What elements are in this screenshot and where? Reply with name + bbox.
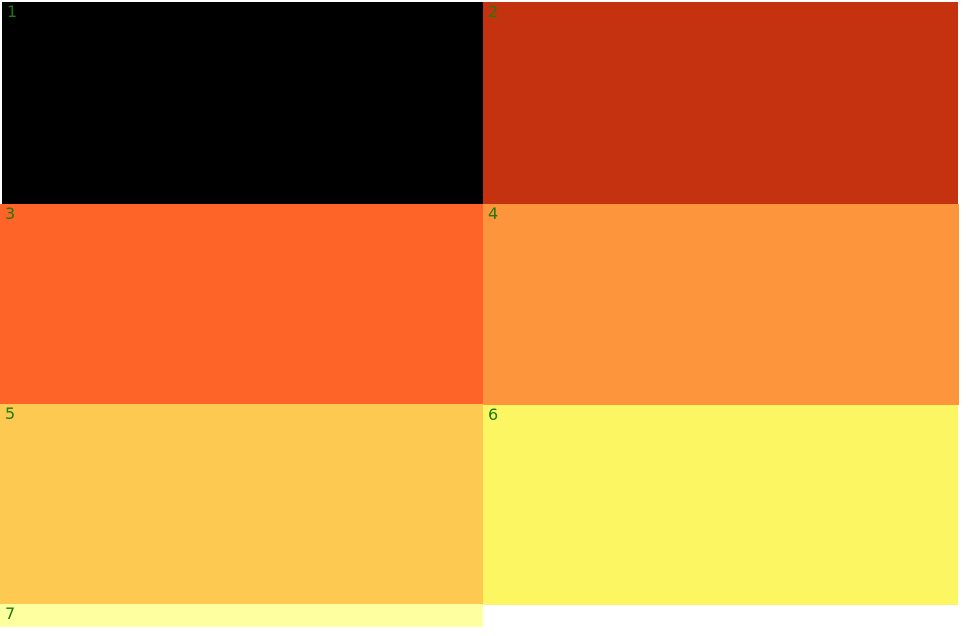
color-cell-7: 7 — [0, 604, 483, 627]
color-cell-6: 6 — [483, 405, 958, 605]
cell-number-label: 1 — [7, 2, 18, 21]
cell-number-label: 6 — [488, 405, 499, 424]
color-cell-2: 2 — [483, 2, 958, 204]
cell-number-label: 7 — [5, 604, 16, 623]
color-cell-4: 4 — [483, 204, 959, 405]
cell-number-label: 5 — [5, 404, 16, 423]
color-cell-3: 3 — [0, 204, 483, 404]
cell-number-label: 3 — [5, 204, 16, 223]
cell-number-label: 2 — [488, 2, 499, 21]
color-cell-5: 5 — [0, 404, 483, 604]
color-cell-1: 1 — [2, 2, 483, 204]
cell-number-label: 4 — [488, 204, 499, 223]
